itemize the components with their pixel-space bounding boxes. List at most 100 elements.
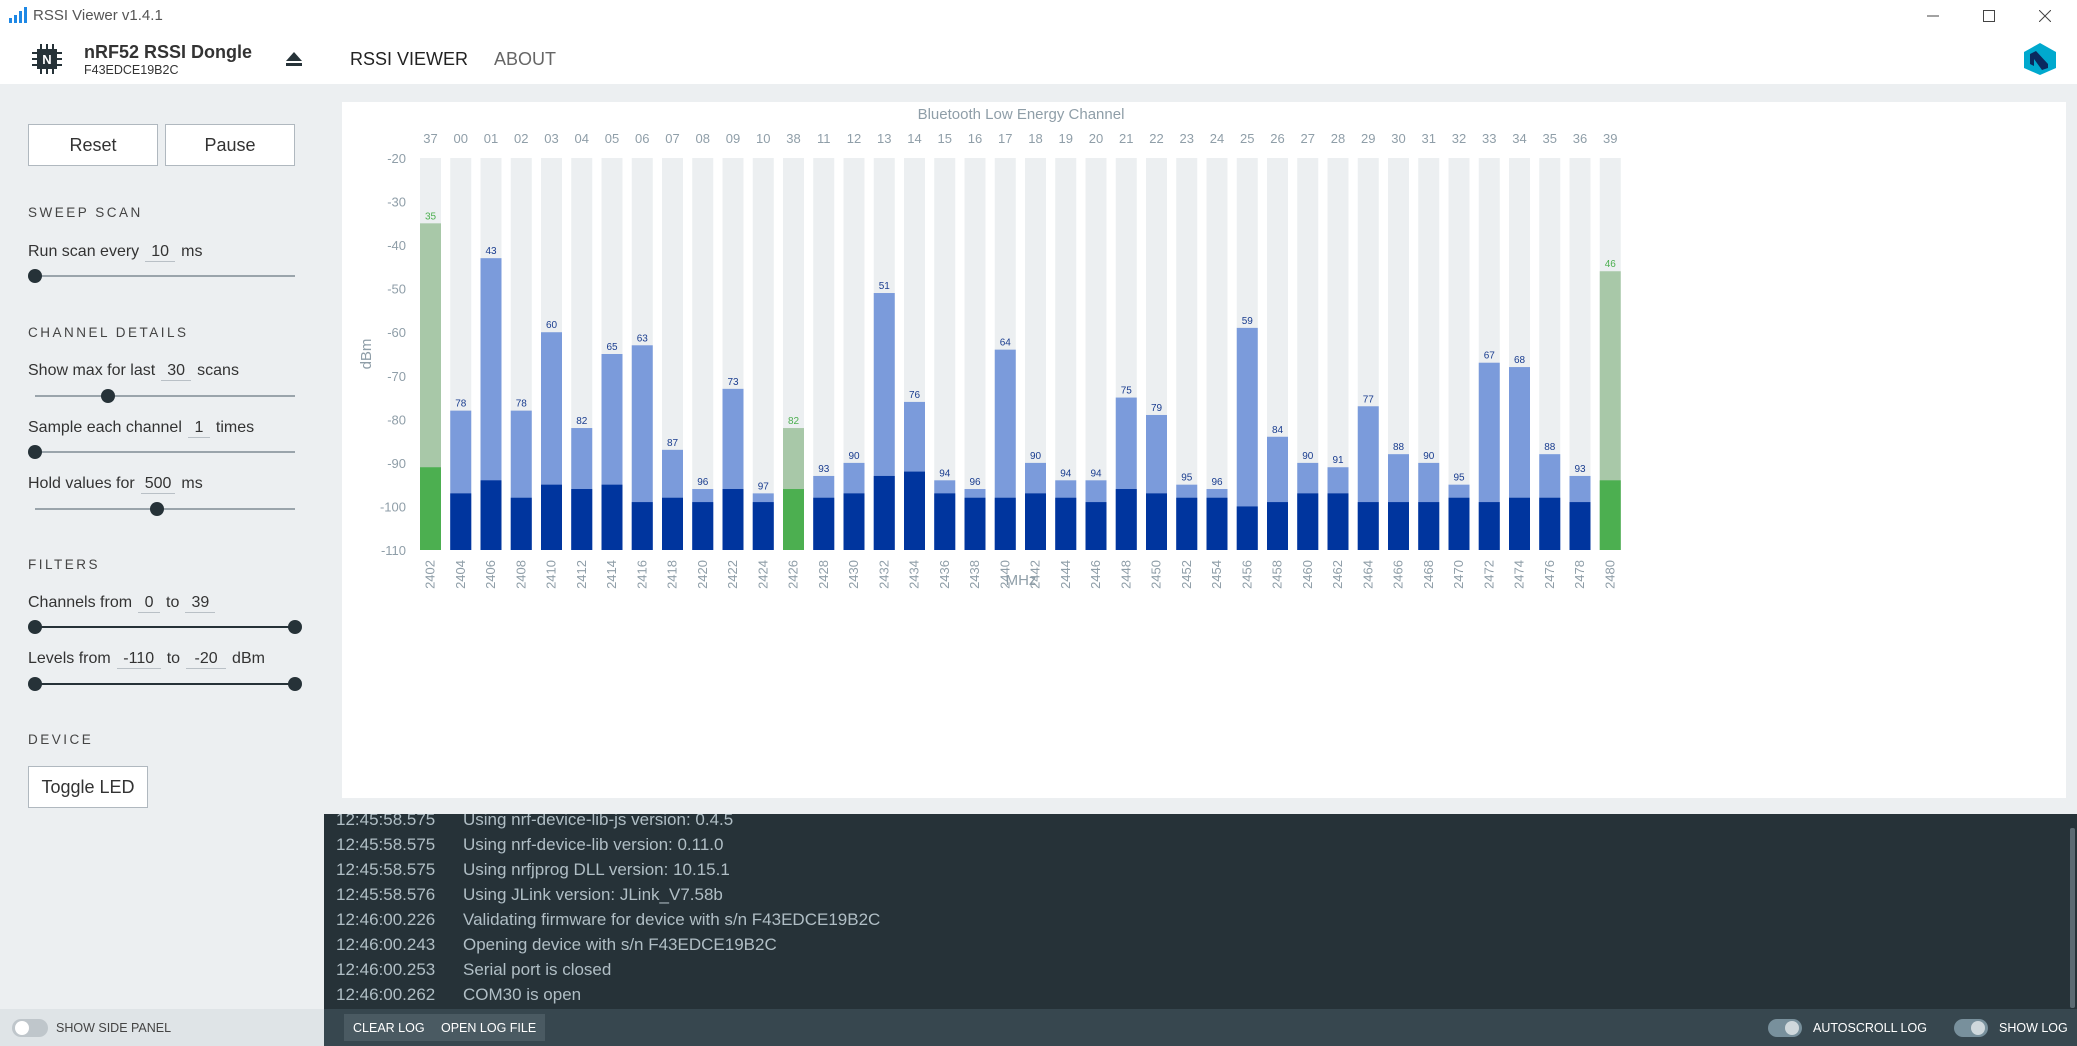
eject-icon[interactable] [284,50,304,68]
maximize-button[interactable] [1966,0,2012,32]
channel-label: 34 [1512,131,1526,146]
levels-to-input[interactable]: -20 [186,650,227,669]
toggle-led-button[interactable]: Toggle LED [28,766,148,808]
run-scan-input[interactable]: 10 [145,243,176,262]
clear-log-button[interactable]: CLEAR LOG [344,1014,434,1041]
current-rssi-bar [873,475,895,550]
channel-label: 04 [575,131,589,146]
max-value-label: 76 [909,390,921,401]
frequency-label: 2460 [1300,560,1315,589]
pause-button[interactable]: Pause [165,124,295,166]
levels-slider[interactable] [28,677,302,691]
rssi-chart: Bluetooth Low Energy Channel MHz dBm -20 -30… [358,106,1621,589]
channel-label: 32 [1452,131,1466,146]
levels-from-handle[interactable] [28,677,42,691]
toggle-knob [1785,1021,1799,1035]
current-rssi-bar [752,502,774,550]
channels-from-input[interactable]: 0 [138,594,161,613]
frequency-label: 2440 [997,560,1012,589]
max-value-label: 90 [1423,451,1435,462]
show-side-panel-toggle[interactable] [12,1019,48,1037]
max-value-label: 90 [1030,451,1042,462]
max-value-label: 96 [1211,477,1223,488]
x-axis-title: MHz [1006,572,1037,589]
current-rssi-bar [1206,497,1228,550]
hold-unit: ms [181,475,203,492]
sample-input[interactable]: 1 [187,419,210,438]
current-rssi-bar [1599,480,1621,550]
hold-label: Hold values for [28,475,135,492]
side-panel: Reset Pause SWEEP SCAN Run scan every 10 m… [0,84,324,1009]
device-title: DEVICE [28,732,94,747]
channel-label: 09 [726,131,740,146]
frequency-label: 2404 [453,560,468,589]
levels-from-input[interactable]: -110 [116,650,161,669]
levels-label: Levels from [28,650,111,667]
log-message: Opening device with s/n F43EDCE19B2C [463,935,777,954]
max-value-label: 90 [1302,451,1314,462]
channel-label: 13 [877,131,891,146]
max-value-label: 82 [576,416,588,427]
channel-label: 10 [756,131,770,146]
maximize-icon [1983,10,1995,22]
sample-slider-handle[interactable] [28,445,42,459]
frequency-label: 2424 [755,560,770,589]
sample-setting: Sample each channel 1 times [28,419,254,438]
channels-from-handle[interactable] [28,620,42,634]
show-log-toggle[interactable] [1954,1019,1988,1037]
frequency-label: 2438 [967,560,982,589]
levels-to-handle[interactable] [288,677,302,691]
frequency-label: 2444 [1058,560,1073,589]
channel-label: 30 [1391,131,1405,146]
tab-about[interactable]: ABOUT [494,49,557,69]
window-title: RSSI Viewer v1.4.1 [33,7,163,24]
channels-to-input[interactable]: 39 [185,594,216,613]
frequency-label: 2434 [907,560,922,589]
max-value-label: 78 [516,399,528,410]
hold-slider[interactable] [35,502,295,516]
show-max-slider-handle[interactable] [100,389,115,403]
show-max-input[interactable]: 30 [161,362,192,381]
current-rssi-bar [1176,497,1198,550]
hold-input[interactable]: 500 [140,475,176,494]
minimize-button[interactable] [1910,0,1956,32]
show-max-slider[interactable] [35,389,295,403]
log-message: Using JLink version: JLink_V7.58b [463,885,723,904]
open-log-file-button[interactable]: OPEN LOG FILE [432,1014,546,1041]
log-footer: CLEAR LOG OPEN LOG FILE AUTOSCROLL LOG S… [324,1009,2077,1046]
autoscroll-log-toggle[interactable] [1768,1019,1802,1037]
chart-title: Bluetooth Low Energy Channel [918,106,1125,123]
sample-label: Sample each channel [28,419,182,436]
channel-label: 23 [1180,131,1194,146]
channel-bar-background [1448,158,1470,550]
max-value-label: 79 [1151,403,1163,414]
hold-slider-handle[interactable] [150,502,165,516]
channels-to-handle[interactable] [288,620,302,634]
close-button[interactable] [2022,0,2068,32]
max-value-label: 65 [606,342,618,353]
current-rssi-bar [994,497,1016,550]
tab-rssi-viewer[interactable]: RSSI VIEWER [350,49,469,69]
channel-bar-background [813,158,835,550]
channel-bar-background [1297,158,1319,550]
reset-button[interactable]: Reset [28,124,158,166]
log-panel[interactable]: 12:45:58.575 Using nrf-device-lib-js vers… [324,814,2077,1009]
channels-slider[interactable] [28,620,302,634]
frequency-label: 2402 [423,560,438,589]
log-message: Serial port is closed [463,960,612,979]
run-scan-slider[interactable] [28,269,295,283]
current-rssi-bar [722,489,744,550]
hold-setting: Hold values for 500 ms [28,475,203,494]
channel-bar-background [1206,158,1228,550]
max-value-label: 51 [879,281,891,292]
max-value-label: 67 [1484,351,1496,362]
channel-bar-background [1085,158,1107,550]
log-line: 12:46:00.243 Opening device with s/n F43E… [336,935,777,955]
log-scrollbar[interactable] [2070,828,2075,1008]
run-scan-slider-handle[interactable] [28,269,42,283]
channel-label: 00 [454,131,468,146]
channel-label: 24 [1210,131,1224,146]
device-name[interactable]: nRF52 RSSI Dongle [84,42,253,62]
frequency-label: 2456 [1239,560,1254,589]
sample-slider[interactable] [28,445,295,459]
